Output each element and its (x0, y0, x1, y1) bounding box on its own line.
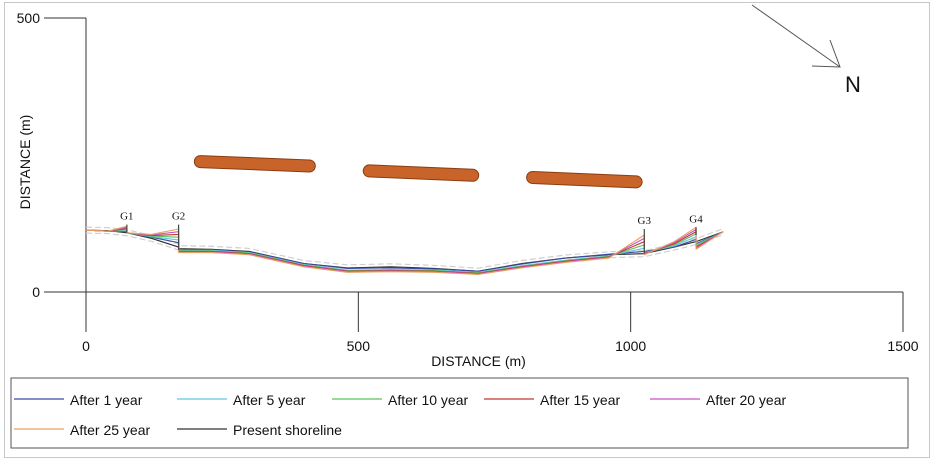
breakwater-2 (363, 165, 479, 181)
y-tick-label: 500 (17, 10, 41, 26)
groin-label-g1: G1 (120, 211, 133, 223)
legend: After 1 year After 5 year After 10 year Aft… (10, 377, 909, 449)
groins-layer: G1 G2 G3 G4 (120, 211, 703, 254)
figure-frame (4, 2, 930, 458)
y-axis-title: DISTANCE (m) (17, 115, 33, 210)
x-tick-label: 500 (347, 338, 371, 354)
legend-label-5: After 20 year (706, 392, 786, 408)
legend-label-2: After 5 year (233, 392, 306, 408)
series-line-present-shoreline (85, 229, 724, 272)
legend-label-6: After 25 year (70, 422, 150, 438)
y-tick-label: 0 (32, 284, 40, 300)
legend-label-4: After 15 year (540, 392, 620, 408)
north-label: N (845, 72, 861, 97)
legend-label-7: Present shoreline (233, 422, 342, 438)
groin-label-g3: G3 (638, 215, 652, 227)
groin-label-g4: G4 (689, 213, 703, 225)
x-tick-label: 1000 (615, 338, 646, 354)
breakwater-3 (527, 171, 642, 188)
groin-label-g2: G2 (172, 211, 185, 223)
breakwater-1 (194, 156, 315, 172)
x-axis-title: DISTANCE (m) (431, 353, 526, 369)
breakwaters-layer (193, 155, 643, 189)
legend-box (10, 377, 909, 449)
dashed-band-3 (85, 226, 724, 269)
legend-label-3: After 10 year (388, 392, 468, 408)
series-line-after-15-year (85, 227, 724, 274)
x-tick-label: 1500 (887, 338, 918, 354)
series-layer (85, 225, 724, 276)
series-line-after-25-year (85, 225, 724, 276)
north-arrow-shaft (751, 4, 841, 68)
north-arrow-head (811, 39, 841, 68)
axes-layer: 0 500 0 500 1000 1500 DISTANCE (m) DISTANCE (m) (17, 10, 919, 369)
legend-label-1: After 1 year (70, 392, 143, 408)
x-tick-label: 0 (82, 338, 90, 354)
north-arrow: N (751, 4, 861, 97)
